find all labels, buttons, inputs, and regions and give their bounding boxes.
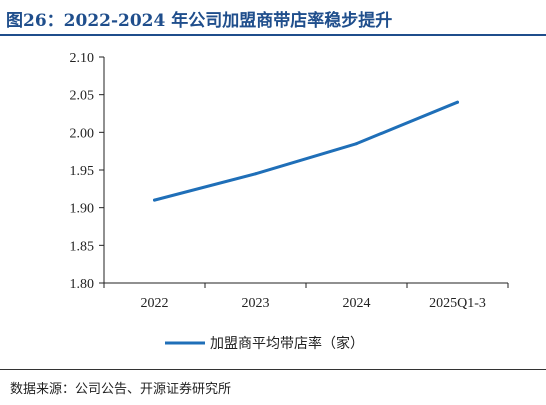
- source-note: 数据来源：公司公告、开源证券研究所: [10, 382, 232, 397]
- chart-title: 图26：2022-2024 年公司加盟商带店率稳步提升: [6, 11, 393, 31]
- source-divider: [0, 369, 546, 370]
- x-tick-group: 2022 2023 2024 2025Q1-3: [103, 283, 509, 311]
- y-axis: 1.80 1.85 1.90 1.95 2.00 2.05 2.10: [70, 51, 105, 292]
- y-tick-label: 1.80: [70, 277, 95, 292]
- data-point: [153, 198, 156, 202]
- x-tick-label: 2022: [141, 296, 169, 311]
- y-tick-group: 1.80 1.85 1.90 1.95 2.00 2.05 2.10: [70, 51, 104, 292]
- y-tick-label: 2.00: [70, 126, 95, 141]
- series-line: [153, 100, 459, 202]
- y-tick-label: 1.85: [70, 239, 95, 254]
- data-point: [355, 142, 358, 146]
- data-point: [254, 172, 257, 176]
- legend: 加盟商平均带店率（家）: [165, 335, 364, 352]
- x-tick-label: 2025Q1-3: [429, 296, 486, 311]
- y-tick-label: 2.05: [70, 89, 95, 104]
- series-group: [153, 100, 459, 202]
- x-tick-label: 2023: [242, 296, 270, 311]
- x-tick-label: 2024: [343, 296, 371, 311]
- x-axis: 2022 2023 2024 2025Q1-3: [103, 282, 509, 311]
- y-tick-label: 1.95: [70, 164, 95, 179]
- title-divider: [0, 34, 546, 36]
- data-point: [456, 100, 459, 104]
- y-tick-label: 1.90: [70, 202, 95, 217]
- y-tick-label: 2.10: [70, 51, 95, 66]
- legend-label: 加盟商平均带店率（家）: [210, 335, 364, 352]
